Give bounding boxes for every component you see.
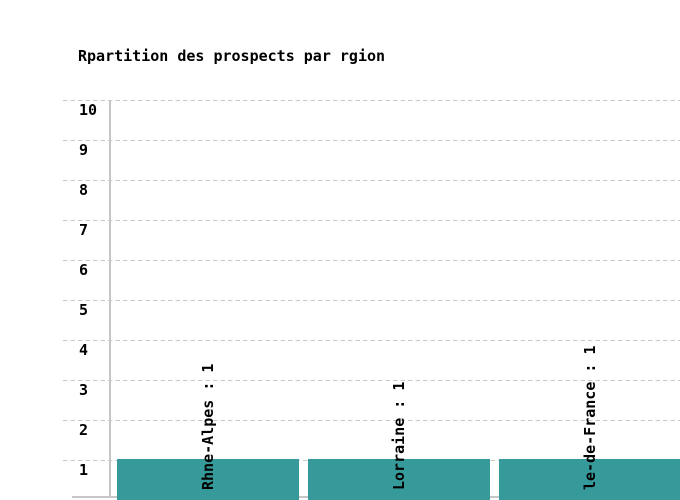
- y-axis-tick-label: 7: [79, 221, 89, 239]
- y-axis-tick-label: 6: [79, 261, 89, 279]
- gridline: [63, 220, 680, 221]
- bar-value-label: Lorraine : 1: [390, 381, 408, 490]
- y-axis-tick-label: 5: [79, 301, 89, 319]
- gridline: [63, 100, 680, 101]
- gridline: [63, 420, 680, 421]
- y-axis-tick-label: 3: [79, 381, 89, 399]
- y-axis-tick-label: 1: [79, 461, 89, 479]
- y-axis-tick-label: 8: [79, 181, 89, 199]
- y-axis-line: [109, 100, 111, 497]
- gridline: [63, 180, 680, 181]
- bar-le-de-France: [499, 459, 680, 500]
- bar-value-label: Rhne-Alpes : 1: [199, 363, 217, 490]
- bar-value-label: le-de-France : 1: [581, 345, 599, 491]
- y-axis-tick-label: 4: [79, 341, 89, 359]
- y-axis-tick-label: 2: [79, 421, 89, 439]
- y-axis-tick-label: 10: [79, 101, 98, 119]
- gridline: [63, 380, 680, 381]
- bar-Lorraine: [308, 459, 490, 500]
- gridline: [63, 340, 680, 341]
- bar-Rhne-Alpes: [117, 459, 299, 500]
- y-axis-tick-label: 9: [79, 141, 89, 159]
- gridline: [63, 260, 680, 261]
- chart-title: Rpartition des prospects par rgion: [78, 47, 386, 65]
- gridline: [63, 140, 680, 141]
- gridline: [63, 300, 680, 301]
